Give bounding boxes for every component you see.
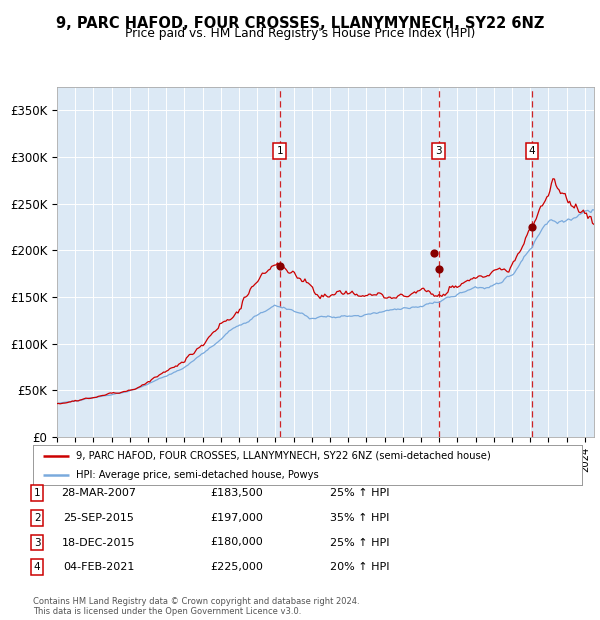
Text: 25% ↑ HPI: 25% ↑ HPI <box>330 488 390 498</box>
Text: Price paid vs. HM Land Registry's House Price Index (HPI): Price paid vs. HM Land Registry's House … <box>125 27 475 40</box>
Text: 04-FEB-2021: 04-FEB-2021 <box>64 562 134 572</box>
Point <box>434 264 443 274</box>
Text: 25-SEP-2015: 25-SEP-2015 <box>64 513 134 523</box>
Text: 9, PARC HAFOD, FOUR CROSSES, LLANYMYNECH, SY22 6NZ: 9, PARC HAFOD, FOUR CROSSES, LLANYMYNECH… <box>56 16 544 31</box>
Text: £183,500: £183,500 <box>211 488 263 498</box>
Text: 35% ↑ HPI: 35% ↑ HPI <box>331 513 389 523</box>
Point <box>527 222 537 232</box>
Text: 2: 2 <box>34 513 41 523</box>
Text: 4: 4 <box>34 562 41 572</box>
Text: £197,000: £197,000 <box>211 513 263 523</box>
Text: £225,000: £225,000 <box>211 562 263 572</box>
Text: 4: 4 <box>529 146 535 156</box>
Text: 28-MAR-2007: 28-MAR-2007 <box>62 488 137 498</box>
Text: 3: 3 <box>34 538 41 547</box>
Text: HPI: Average price, semi-detached house, Powys: HPI: Average price, semi-detached house,… <box>76 470 319 480</box>
Text: 1: 1 <box>34 488 41 498</box>
Text: Contains HM Land Registry data © Crown copyright and database right 2024.
This d: Contains HM Land Registry data © Crown c… <box>33 597 359 616</box>
Text: 25% ↑ HPI: 25% ↑ HPI <box>330 538 390 547</box>
Point <box>275 261 284 271</box>
Text: 1: 1 <box>277 146 283 156</box>
Text: 9, PARC HAFOD, FOUR CROSSES, LLANYMYNECH, SY22 6NZ (semi-detached house): 9, PARC HAFOD, FOUR CROSSES, LLANYMYNECH… <box>76 451 491 461</box>
Text: 20% ↑ HPI: 20% ↑ HPI <box>330 562 390 572</box>
Text: 18-DEC-2015: 18-DEC-2015 <box>62 538 136 547</box>
Text: 3: 3 <box>435 146 442 156</box>
Point <box>430 248 439 258</box>
Text: £180,000: £180,000 <box>211 538 263 547</box>
